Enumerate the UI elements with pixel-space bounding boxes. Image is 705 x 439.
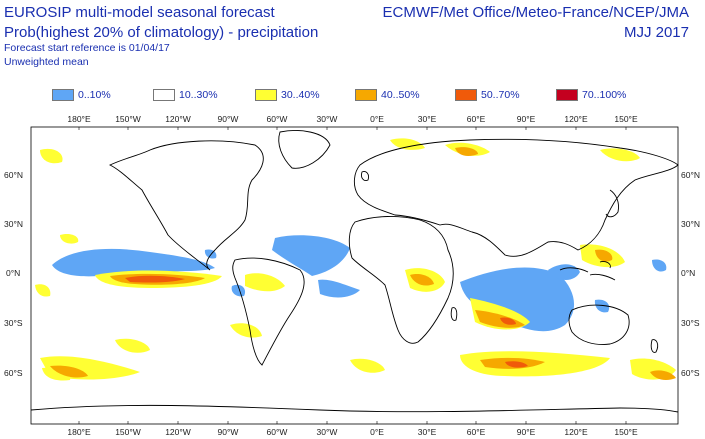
lon-label: 120°E bbox=[564, 427, 588, 437]
legend-label: 70..100% bbox=[582, 89, 627, 101]
lat-label: 60°N bbox=[681, 170, 700, 180]
legend: 0..10% 10..30% 30..40% 40..50% 50..70% 7… bbox=[0, 88, 705, 104]
lat-labels-left: 60°N 30°N 0°N 30°S 60°S bbox=[4, 170, 23, 378]
map-subtitle: Prob(highest 20% of climatology) - preci… bbox=[4, 24, 319, 41]
lon-label: 150°W bbox=[115, 427, 141, 437]
legend-swatch bbox=[556, 89, 578, 101]
lat-label: 30°S bbox=[681, 318, 700, 328]
lat-label: 60°S bbox=[681, 368, 700, 378]
contributing-centres: ECMWF/Met Office/Meteo-France/NCEP/JMA bbox=[382, 4, 689, 21]
lon-label: 60°E bbox=[467, 427, 486, 437]
lon-label: 30°E bbox=[418, 114, 437, 124]
lon-label: 180°E bbox=[67, 114, 91, 124]
weighting-note: Unweighted mean bbox=[4, 56, 89, 68]
lat-label: 30°N bbox=[681, 219, 700, 229]
lon-label: 60°W bbox=[267, 427, 288, 437]
lon-label: 30°E bbox=[418, 427, 437, 437]
legend-label: 50..70% bbox=[481, 89, 520, 101]
forecast-start-note: Forecast start reference is 01/04/17 bbox=[4, 42, 170, 54]
lat-label: 60°N bbox=[4, 170, 23, 180]
lon-label: 0°E bbox=[370, 114, 384, 124]
legend-label: 40..50% bbox=[381, 89, 420, 101]
lon-label: 60°W bbox=[267, 114, 288, 124]
legend-label: 30..40% bbox=[281, 89, 320, 101]
lat-label: 30°N bbox=[4, 219, 23, 229]
lon-label: 60°E bbox=[467, 114, 486, 124]
lon-label: 90°E bbox=[517, 427, 536, 437]
lon-labels-top: 180°E 150°W 120°W 90°W 60°W 30°W 0°E 30°… bbox=[67, 114, 638, 124]
lon-label: 90°W bbox=[218, 114, 239, 124]
lon-label: 120°W bbox=[165, 427, 191, 437]
lon-label: 30°W bbox=[317, 427, 338, 437]
map-title: EUROSIP multi-model seasonal forecast bbox=[4, 4, 275, 21]
lon-label: 180°E bbox=[67, 427, 91, 437]
legend-swatch bbox=[455, 89, 477, 101]
lat-label: 60°S bbox=[4, 368, 23, 378]
legend-swatch bbox=[153, 89, 175, 101]
legend-label: 0..10% bbox=[78, 89, 111, 101]
lon-label: 120°E bbox=[564, 114, 588, 124]
legend-swatch bbox=[255, 89, 277, 101]
lon-labels-bottom: 180°E 150°W 120°W 90°W 60°W 30°W 0°E 30°… bbox=[67, 427, 638, 437]
lon-label: 90°W bbox=[218, 427, 239, 437]
probability-shading bbox=[35, 138, 676, 381]
lon-label: 150°E bbox=[614, 114, 638, 124]
coastlines bbox=[30, 130, 679, 413]
legend-label: 10..30% bbox=[179, 89, 218, 101]
lon-label: 120°W bbox=[165, 114, 191, 124]
tick-marks bbox=[78, 127, 627, 424]
lat-label: 30°S bbox=[4, 318, 23, 328]
lon-label: 90°E bbox=[517, 114, 536, 124]
lon-label: 0°E bbox=[370, 427, 384, 437]
forecast-map: 180°E 150°W 120°W 90°W 60°W 30°W 0°E 30°… bbox=[4, 114, 700, 437]
legend-swatch bbox=[355, 89, 377, 101]
legend-swatch bbox=[52, 89, 74, 101]
season-label: MJJ 2017 bbox=[623, 24, 689, 41]
lon-label: 150°W bbox=[115, 114, 141, 124]
lat-labels-right: 60°N 30°N 0°N 30°S 60°S bbox=[681, 170, 700, 378]
lat-label: 0°N bbox=[6, 268, 20, 278]
lat-label: 0°N bbox=[681, 268, 695, 278]
lon-label: 150°E bbox=[614, 427, 638, 437]
lon-label: 30°W bbox=[317, 114, 338, 124]
